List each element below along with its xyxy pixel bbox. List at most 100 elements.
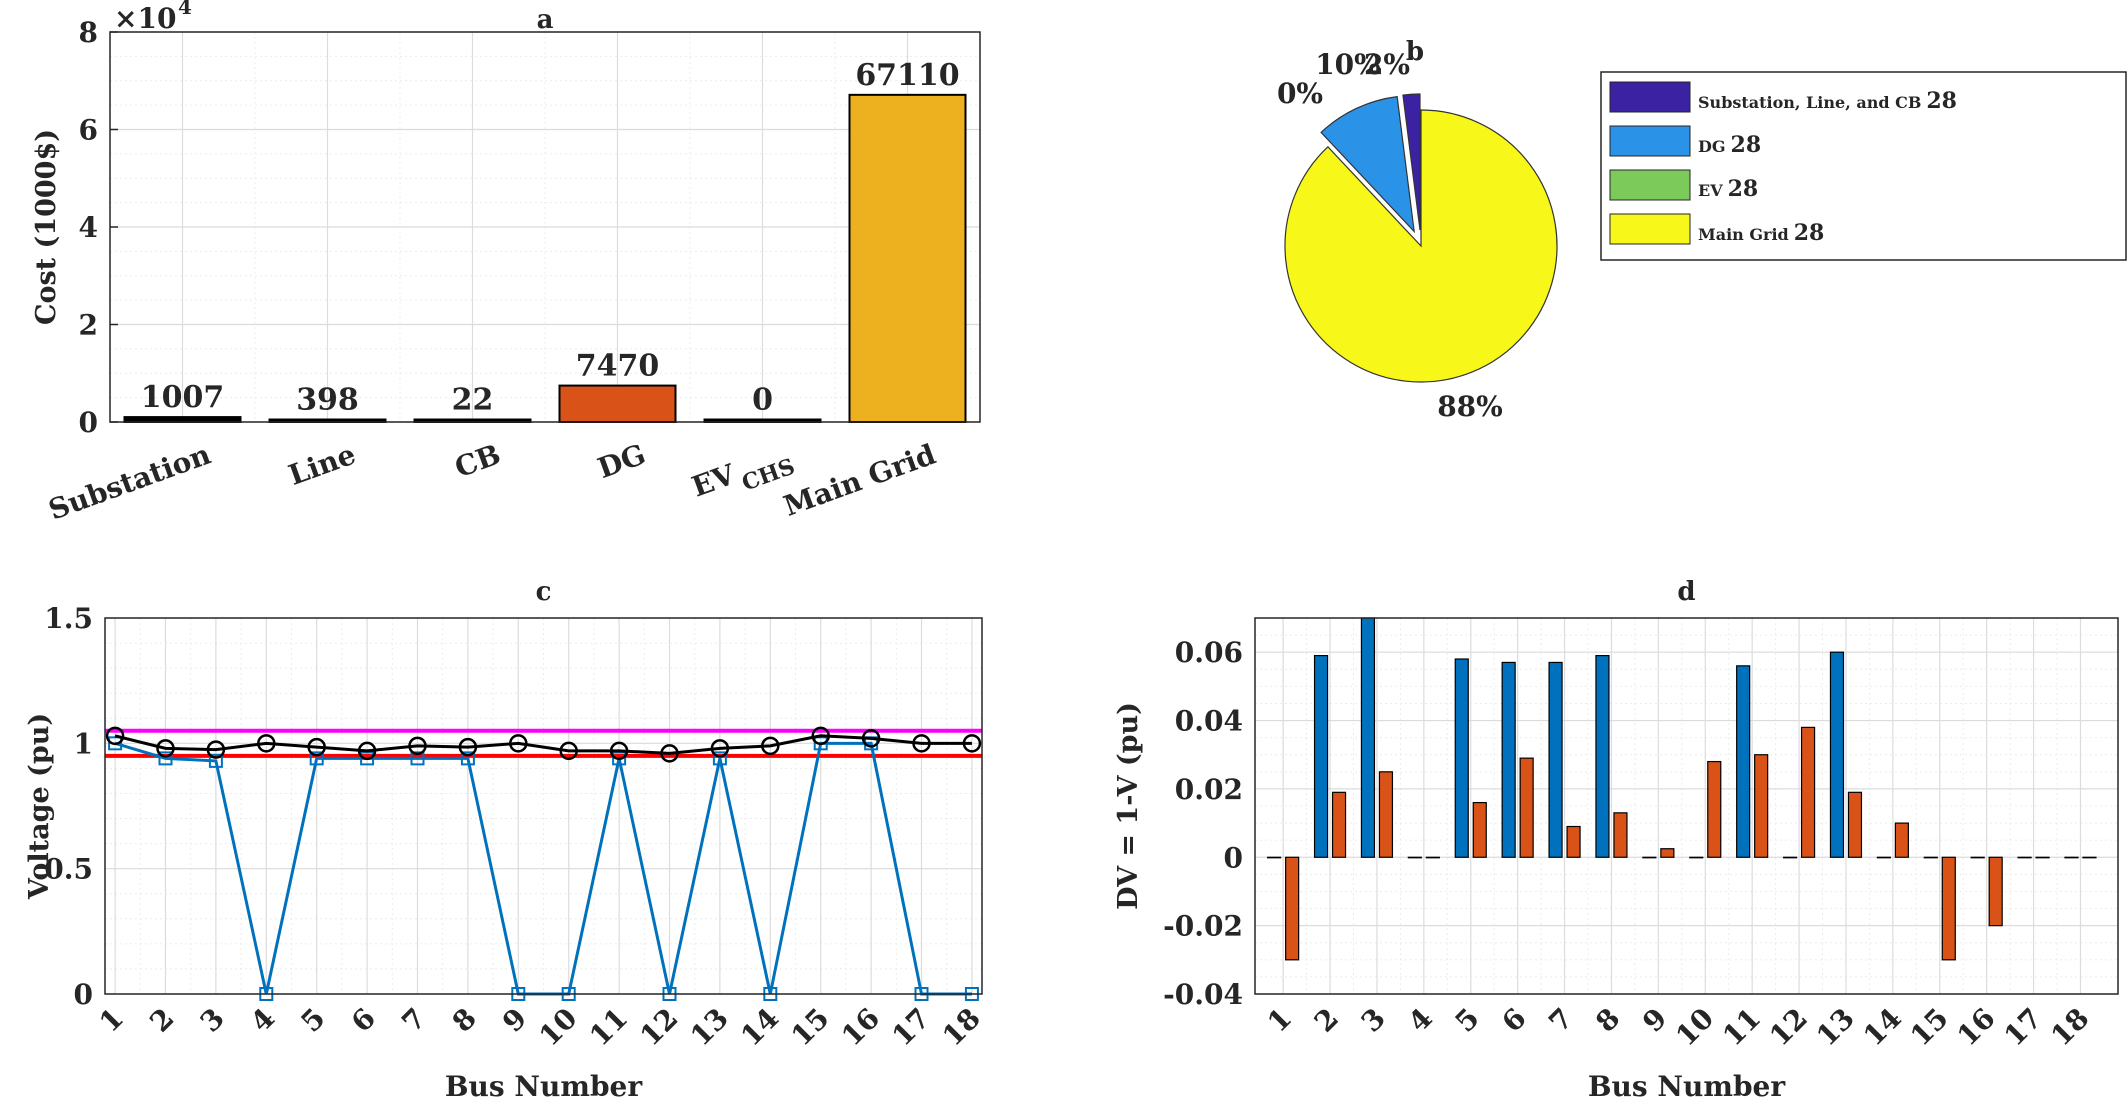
plot-box xyxy=(104,617,983,995)
bar-series-0 xyxy=(1736,665,1751,858)
data-point xyxy=(206,740,226,759)
bar-dg xyxy=(558,384,677,423)
x-tick-label: 1 xyxy=(1261,1002,1298,1039)
bar-series-1 xyxy=(1894,822,1909,858)
pie-slice-1 xyxy=(1320,95,1416,234)
bar-value-label: 1007 xyxy=(141,380,225,415)
x-tick-label: 8 xyxy=(446,1002,483,1039)
data-point xyxy=(612,751,627,766)
bar-series-1 xyxy=(1707,760,1722,858)
data-point xyxy=(307,737,326,757)
y-tick-label: 4 xyxy=(79,211,98,244)
plot-box xyxy=(1254,617,2119,995)
x-tick-label: 12 xyxy=(1763,1002,1814,1053)
bar-series-1 xyxy=(2035,856,2050,859)
bar-series-0 xyxy=(1782,856,1798,859)
x-tick-label: 15 xyxy=(1904,1002,1955,1053)
bar-value-label: 0 xyxy=(752,383,773,418)
pie-slice-3 xyxy=(1284,109,1558,383)
x-tick-label: 10 xyxy=(1669,1002,1720,1053)
data-point xyxy=(158,751,173,766)
data-point xyxy=(559,741,578,761)
data-point xyxy=(710,739,730,758)
pie-slice-label: 0% xyxy=(1277,77,1323,110)
panel-c-line-chart: 00.511.51 2 3 4 5 6 7 8 9 10 11 12 13 14 15 16 17 18cBus … xyxy=(24,577,987,1103)
data-point xyxy=(105,726,125,746)
x-tick-label: 3 xyxy=(194,1002,231,1039)
x-tick-label: 7 xyxy=(395,1002,432,1039)
x-tick-label: 3 xyxy=(1355,1002,1392,1039)
x-tick-label: 12 xyxy=(634,1002,685,1053)
bar-series-0 xyxy=(1876,856,1891,859)
x-axis-label: Bus Number xyxy=(445,1070,644,1102)
bar-value-label: 7470 xyxy=(576,349,660,384)
bar-series-0 xyxy=(1923,856,1938,859)
bar-series-0 xyxy=(1454,658,1469,858)
data-point xyxy=(357,741,377,761)
data-point xyxy=(408,736,427,756)
data-point xyxy=(257,734,276,753)
y-tick-label: 0.06 xyxy=(1175,636,1243,669)
x-tick-label: 9 xyxy=(1636,1002,1673,1039)
x-tick-label: DG xyxy=(593,438,650,485)
x-tick-label: Main Grid xyxy=(779,438,939,523)
x-axis-label: Bus Number xyxy=(1588,1070,1787,1102)
bar-series-0 xyxy=(1595,654,1610,858)
y-tick-label: -0.04 xyxy=(1163,978,1243,1011)
data-point xyxy=(912,734,931,753)
x-tick-label: 18 xyxy=(936,1002,987,1053)
y-tick-label: 1 xyxy=(74,727,93,760)
x-tick-label: 15 xyxy=(785,1002,836,1053)
pie-slice-label: 2% xyxy=(1364,48,1410,81)
data-point xyxy=(309,751,324,766)
pie-slice-0 xyxy=(1402,93,1421,231)
y-axis-label: Cost (1000$) xyxy=(31,129,62,325)
bar-series-1 xyxy=(1660,848,1675,858)
bar-series-0 xyxy=(1360,617,1376,858)
legend-entry-label: EV 28 xyxy=(1698,176,1758,202)
bar-series-1 xyxy=(1285,856,1300,961)
x-tick-label: 17 xyxy=(1998,1002,2049,1053)
y-exponent-label: ×10 xyxy=(114,2,176,35)
legend-swatch xyxy=(1609,169,1691,201)
bar-series-0 xyxy=(1407,856,1422,859)
bar-series-1 xyxy=(1378,771,1394,858)
legend-entry-label: Main Grid 28 xyxy=(1698,220,1824,246)
bar-value-label: 22 xyxy=(452,383,494,418)
bar-series-0 xyxy=(1689,856,1704,859)
x-tick-label: 8 xyxy=(1589,1002,1626,1039)
y-tick-label: 6 xyxy=(79,114,98,147)
data-point xyxy=(460,751,475,766)
y-tick-label: 0 xyxy=(79,406,98,439)
bar-series-0 xyxy=(1829,651,1845,858)
x-tick-label: 13 xyxy=(684,1002,735,1053)
bar-series-0 xyxy=(1548,661,1563,858)
data-point xyxy=(861,729,881,748)
bar-series-0 xyxy=(1642,856,1657,859)
data-point xyxy=(609,741,629,761)
legend-swatch xyxy=(1609,125,1691,157)
data-point xyxy=(509,734,528,753)
panel-b-pie-chart: 2%10%0% 88% b Substation, Line, and CB 28 DG 2… xyxy=(1277,37,2127,423)
x-tick-label: 2 xyxy=(143,1002,180,1039)
x-tick-label: 11 xyxy=(1716,1002,1767,1053)
y-tick-label: -0.02 xyxy=(1163,910,1243,943)
x-tick-label: CB xyxy=(450,438,504,485)
bar-series-1 xyxy=(1754,754,1769,858)
panel-title: a xyxy=(537,5,554,35)
bar-series-1 xyxy=(1566,825,1581,858)
data-point xyxy=(410,751,425,766)
bar-value-label: 67110 xyxy=(855,58,959,93)
y-axis-label: Voltage (pu) xyxy=(24,713,55,900)
data-point xyxy=(156,739,175,758)
x-tick-label: 5 xyxy=(295,1002,332,1039)
bar-series-1 xyxy=(1472,801,1487,858)
panel-title: c xyxy=(536,577,552,607)
x-tick-label: 14 xyxy=(1857,1002,1908,1053)
data-point xyxy=(712,751,727,766)
x-tick-label: 17 xyxy=(886,1002,937,1053)
y-tick-label: 0 xyxy=(1224,841,1243,874)
bar-series-1 xyxy=(2082,856,2097,859)
